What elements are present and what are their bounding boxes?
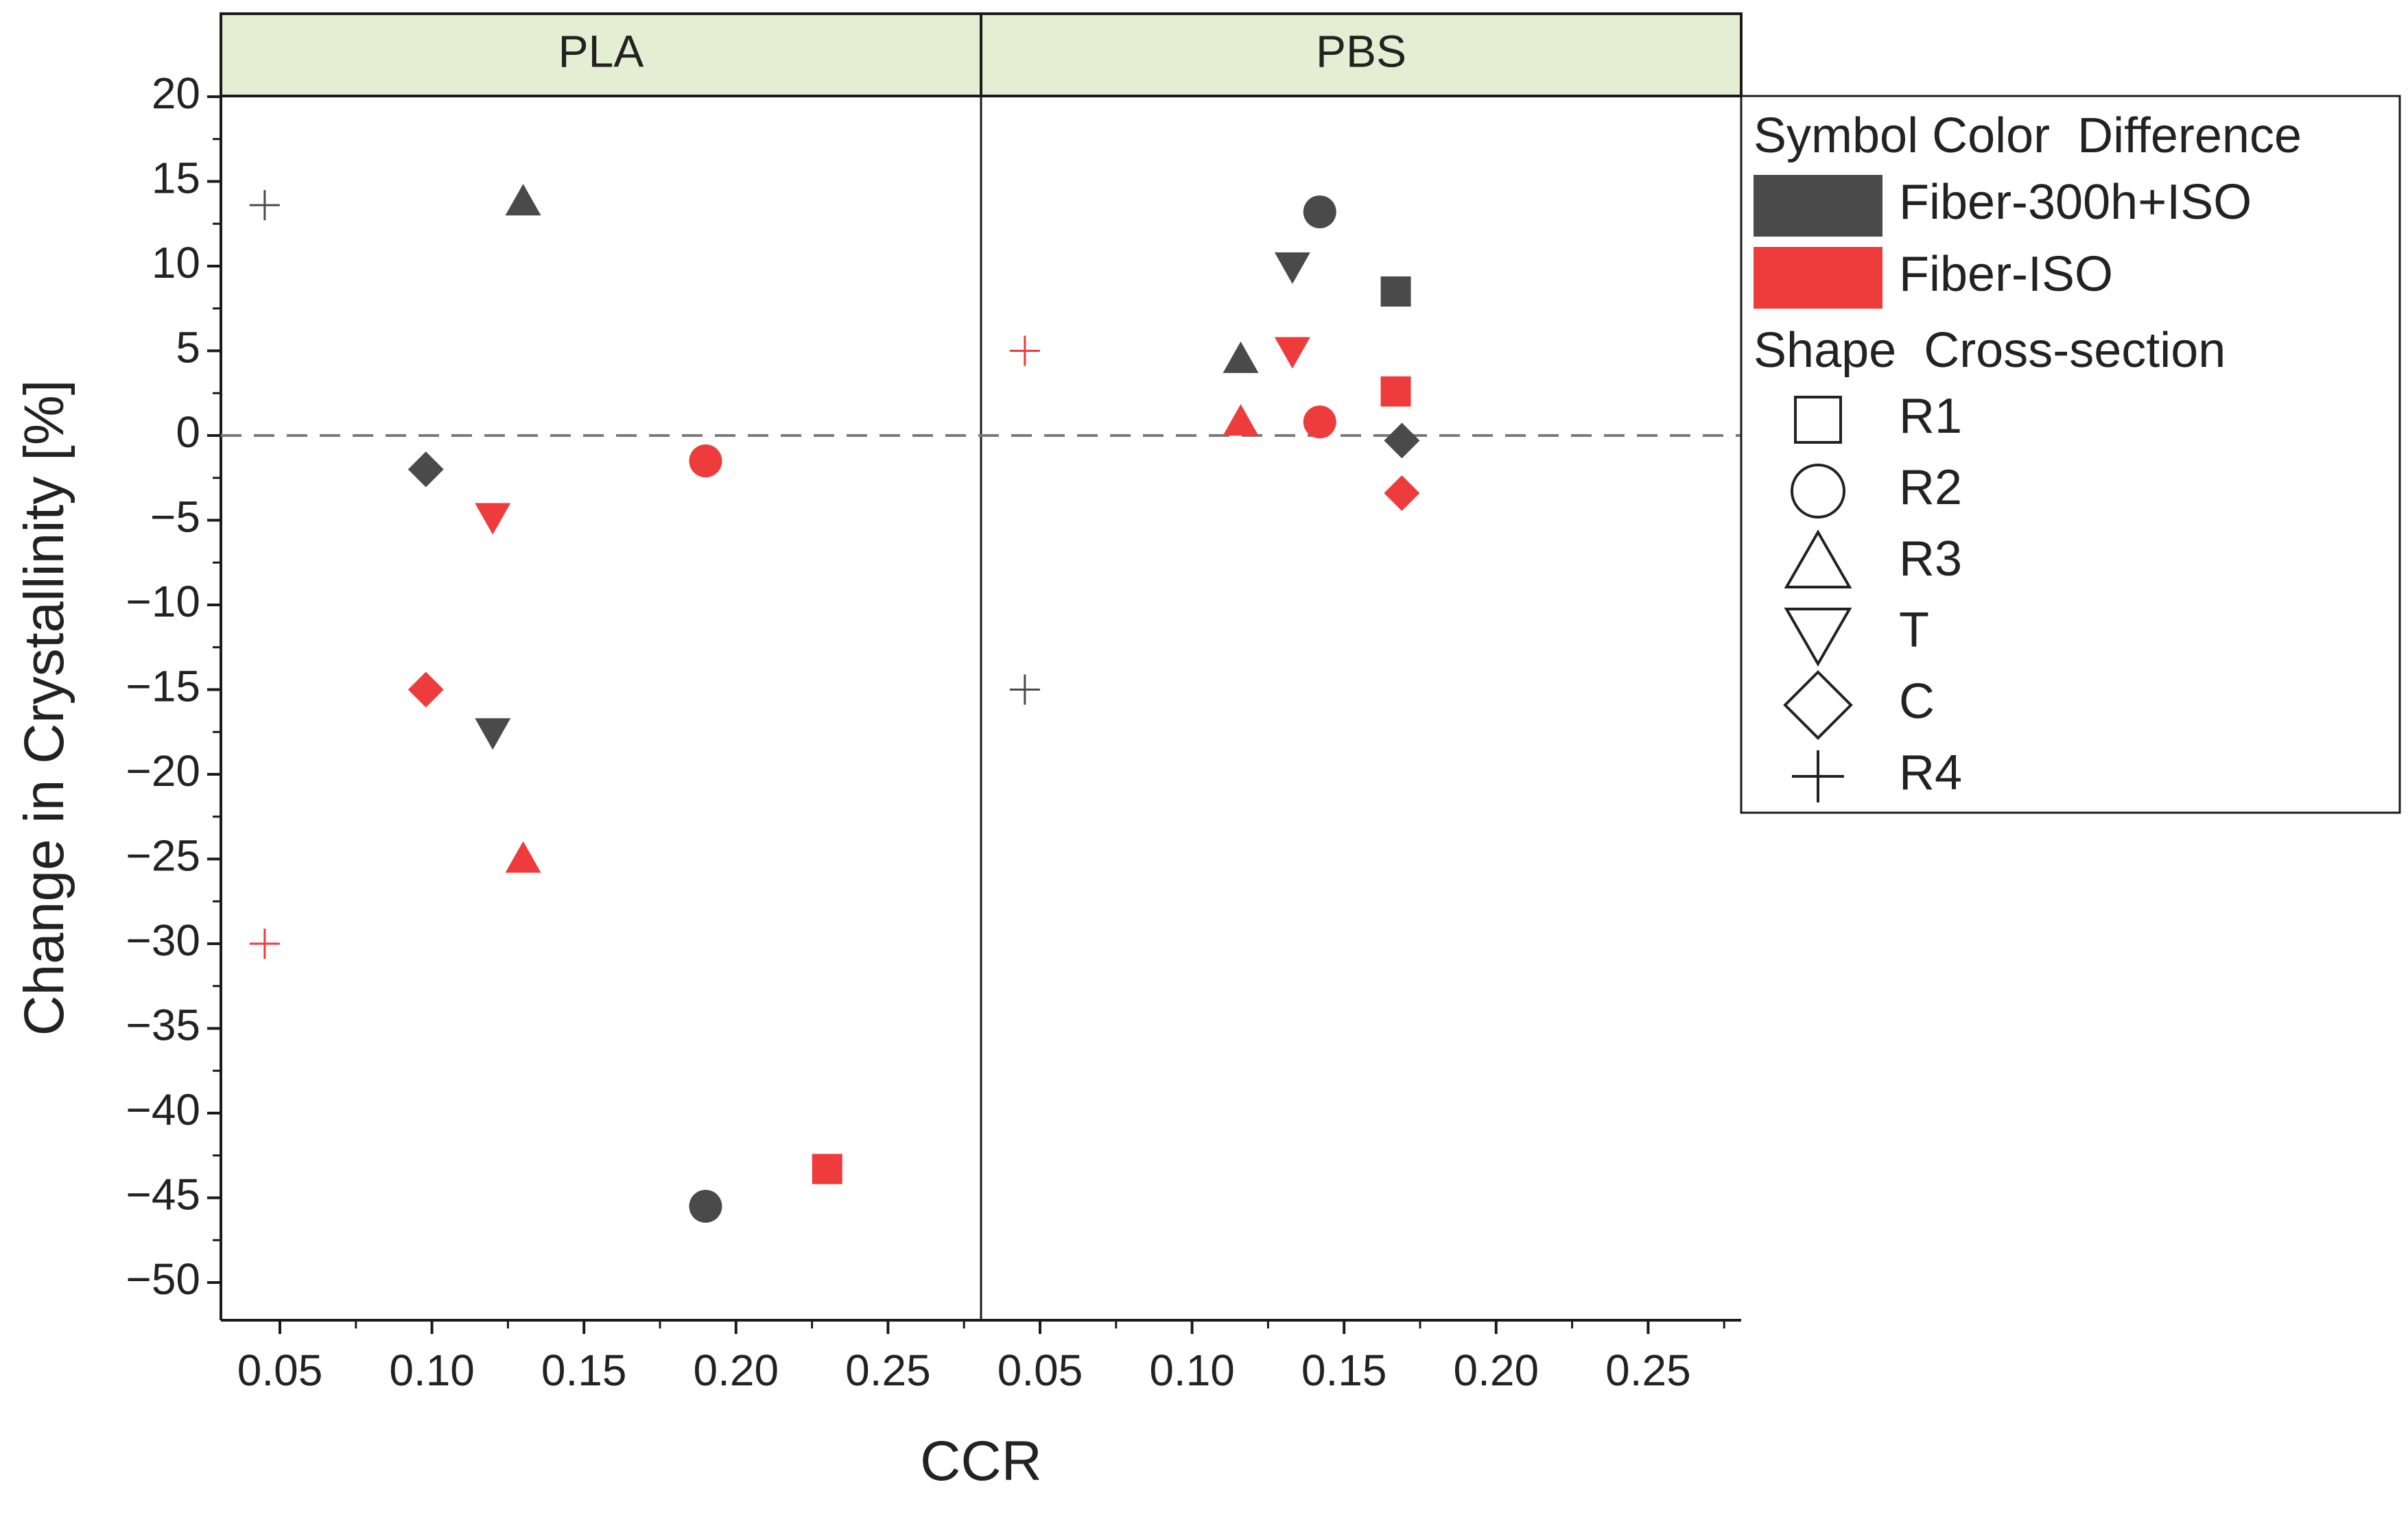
x-tick-label: 0.05 — [998, 1346, 1083, 1395]
legend-shape-r2-icon — [1791, 464, 1845, 518]
x-tick-label: 0.15 — [1301, 1346, 1387, 1395]
y-tick-label: 15 — [152, 153, 200, 202]
data-point-pbs-r4-fiber-iso — [1009, 335, 1040, 366]
data-point-pla-t-fiber-iso — [475, 503, 511, 535]
panel-header-pla — [220, 12, 982, 97]
y-tick-label: 20 — [152, 69, 200, 118]
legend-color-swatch — [1754, 175, 1882, 237]
y-tick-label: −10 — [126, 577, 200, 626]
legend-shape-label: R1 — [1899, 389, 1962, 444]
data-point-pbs-c-fiber-iso — [1384, 475, 1420, 511]
x-tick-label: 0.15 — [541, 1346, 627, 1395]
legend-color-swatch — [1754, 247, 1882, 309]
legend-color-header: Symbol Color Difference — [1754, 108, 2302, 163]
data-point-pla-r2-fiber-300h-iso — [689, 1189, 722, 1223]
y-tick-label: −5 — [150, 492, 200, 541]
data-point-pbs-r3-fiber-300h-iso — [1223, 341, 1259, 373]
data-point-pla-r2-fiber-iso — [689, 444, 722, 478]
y-tick-label: −15 — [126, 661, 200, 711]
legend-shape-r4-icon — [1792, 750, 1844, 802]
legend-shape-r1-icon — [1794, 396, 1842, 444]
data-point-pbs-r3-fiber-iso — [1223, 404, 1259, 436]
data-point-pbs-c-fiber-300h-iso — [1384, 422, 1420, 459]
x-tick-label: 0.20 — [1454, 1346, 1539, 1395]
y-tick-label: −20 — [126, 746, 200, 796]
y-tick-label: −50 — [126, 1254, 200, 1304]
legend-shape-r3-icon — [1784, 529, 1852, 588]
data-point-pbs-t-fiber-300h-iso — [1274, 252, 1310, 284]
legend-shape-label: R2 — [1899, 460, 1962, 515]
panel-header-pbs — [980, 12, 1743, 97]
panel-title-pbs: PBS — [1316, 25, 1406, 76]
data-point-pla-r3-fiber-300h-iso — [505, 184, 541, 216]
data-point-pla-r4-fiber-300h-iso — [249, 190, 280, 221]
legend-color-label: Fiber-ISO — [1899, 247, 2113, 302]
y-tick-label: −35 — [126, 1000, 200, 1049]
data-point-pbs-t-fiber-iso — [1274, 337, 1310, 369]
data-point-pbs-r1-fiber-iso — [1380, 376, 1411, 407]
data-point-pla-t-fiber-300h-iso — [475, 718, 511, 750]
legend-shape-header: Shape Cross-section — [1754, 323, 2226, 378]
x-tick-label: 0.25 — [1605, 1346, 1691, 1395]
y-tick-label: −25 — [126, 831, 200, 880]
data-point-pbs-r1-fiber-300h-iso — [1380, 276, 1411, 307]
legend-shape-t-icon — [1784, 608, 1852, 667]
data-point-pbs-r2-fiber-300h-iso — [1303, 195, 1336, 228]
data-point-pbs-r4-fiber-300h-iso — [1009, 674, 1040, 705]
legend-shape-label: R4 — [1899, 745, 1962, 800]
legend-shape-label: T — [1899, 603, 1929, 658]
data-point-pla-r4-fiber-iso — [249, 929, 280, 959]
legend-shape-label: R3 — [1899, 532, 1962, 586]
y-tick-label: −40 — [126, 1085, 200, 1134]
data-point-pla-c-fiber-iso — [408, 671, 444, 708]
x-tick-label: 0.10 — [389, 1346, 475, 1395]
data-point-pla-c-fiber-300h-iso — [408, 451, 444, 488]
x-tick-label: 0.20 — [694, 1346, 779, 1395]
x-tick-label: 0.10 — [1149, 1346, 1235, 1395]
panel-title-pla: PLA — [558, 25, 644, 76]
y-axis-title: Change in Crystallinity [%] — [13, 379, 75, 1036]
y-tick-label: 5 — [176, 322, 200, 372]
y-tick-label: 0 — [176, 407, 200, 457]
y-tick-label: −45 — [126, 1169, 200, 1219]
x-tick-label: 0.25 — [845, 1346, 931, 1395]
data-point-pla-r3-fiber-iso — [505, 841, 541, 873]
legend-shape-c-icon — [1783, 670, 1853, 740]
x-axis-title: CCR — [920, 1430, 1042, 1492]
data-point-pla-r1-fiber-iso — [812, 1154, 842, 1184]
legend-shape-label: C — [1899, 674, 1935, 729]
y-tick-label: 10 — [152, 238, 200, 287]
y-tick-label: −30 — [126, 916, 200, 965]
legend-color-label: Fiber-300h+ISO — [1899, 175, 2252, 230]
data-point-pbs-r2-fiber-iso — [1303, 405, 1336, 439]
x-tick-label: 0.05 — [237, 1346, 323, 1395]
